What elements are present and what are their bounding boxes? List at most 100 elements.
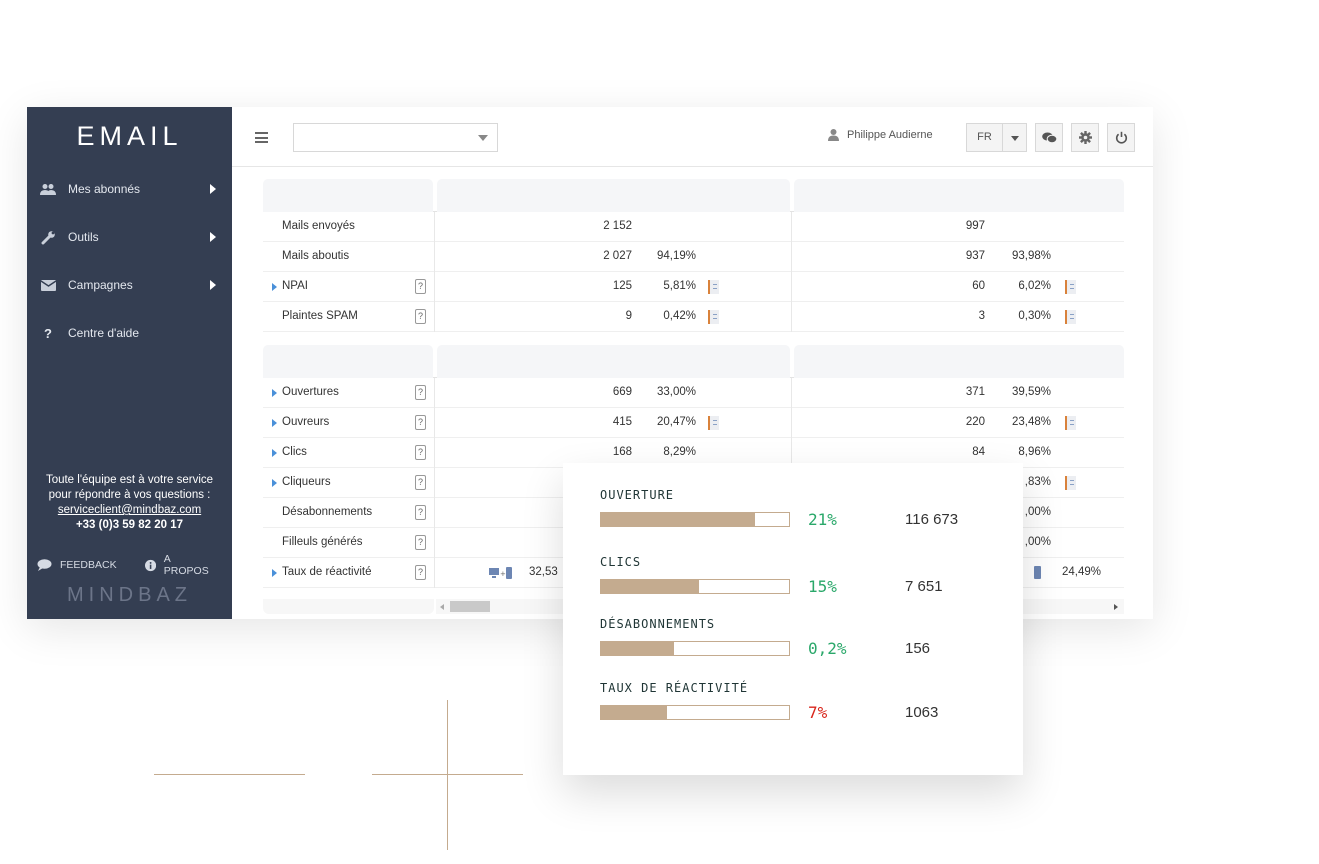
help-icon[interactable]: ? <box>415 415 426 430</box>
table-row: Mails aboutis 2 027 94,19% 937 93,98% <box>263 242 1124 272</box>
help-icon[interactable]: ? <box>415 475 426 490</box>
report-icon[interactable] <box>1065 310 1076 324</box>
metric-percent: 21% <box>808 510 837 529</box>
value-cell: 220 23,48% <box>792 408 1124 438</box>
logout-button[interactable] <box>1107 123 1135 152</box>
row-label-cell[interactable]: Clics? <box>263 438 435 468</box>
metric-progress-fill <box>601 580 699 593</box>
scroll-right-icon[interactable] <box>1114 604 1118 610</box>
sidebar-item-label: Mes abonnés <box>68 182 141 196</box>
users-icon <box>40 182 56 196</box>
table-row: Ouvreurs? 415 20,47% 220 23,48% <box>263 408 1124 438</box>
row-label: NPAI <box>282 280 308 292</box>
value-count: 84 <box>972 446 985 458</box>
value-percent: 6,02% <box>1018 280 1051 292</box>
help-icon[interactable]: ? <box>415 309 426 324</box>
value-cell: 168 8,29% <box>435 438 792 468</box>
metric-progress-bar <box>600 512 790 527</box>
help-icon[interactable]: ? <box>415 279 426 294</box>
sidebar-item-outils[interactable]: Outils <box>27 213 232 261</box>
value-cell: 2 152 <box>435 212 792 242</box>
sidebar-item-campagnes[interactable]: Campagnes <box>27 261 232 309</box>
metric-progress-fill <box>601 642 675 655</box>
row-label-cell[interactable]: Ouvreurs? <box>263 408 435 438</box>
expand-arrow-icon[interactable] <box>272 389 277 397</box>
value-percent: 93,98% <box>1011 250 1051 262</box>
value-percent: 33,00% <box>656 386 696 398</box>
row-label-cell[interactable]: Cliqueurs? <box>263 468 435 498</box>
value-cell: 24,49% <box>792 558 1124 588</box>
value-count: 2 152 <box>603 220 632 232</box>
account-select[interactable] <box>293 123 498 152</box>
row-label: Plaintes SPAM <box>282 310 358 322</box>
help-icon[interactable]: ? <box>415 565 426 580</box>
value-percent: 39,59% <box>1011 386 1051 398</box>
sidebar-item-label: Outils <box>68 230 99 244</box>
value-percent: 94,19% <box>656 250 696 262</box>
row-label-cell: Mails envoyés <box>263 212 435 242</box>
metric-label: TAUX DE RÉACTIVITÉ <box>600 681 749 695</box>
chevron-right-icon <box>210 280 216 290</box>
help-icon[interactable]: ? <box>415 505 426 520</box>
row-label: Filleuls générés <box>282 536 363 548</box>
row-label: Mails envoyés <box>282 220 355 232</box>
power-icon <box>1115 131 1127 144</box>
report-icon[interactable] <box>1065 280 1076 294</box>
sidebar-footer-links: FEEDBACK A PROPOS <box>37 553 227 577</box>
table-row: NPAI? 125 5,81% 60 6,02% <box>263 272 1124 302</box>
chat-bubble-icon <box>37 559 52 571</box>
metric-value: 7 651 <box>905 578 943 595</box>
messages-button[interactable] <box>1035 123 1063 152</box>
help-icon[interactable]: ? <box>415 385 426 400</box>
scroll-left-icon[interactable] <box>440 604 444 610</box>
expand-arrow-icon[interactable] <box>272 283 277 291</box>
metric-label: DÉSABONNEMENTS <box>600 617 716 631</box>
expand-arrow-icon[interactable] <box>272 419 277 427</box>
about-link[interactable]: A PROPOS <box>144 553 211 577</box>
table-row: Mails envoyés 2 152 997 <box>263 212 1124 242</box>
row-label-cell: Filleuls générés? <box>263 528 435 558</box>
feedback-link[interactable]: FEEDBACK <box>37 559 117 571</box>
sidebar-item-centre-aide[interactable]: ? Centre d'aide <box>27 309 232 357</box>
sidebar-item-mes-abonnes[interactable]: Mes abonnés <box>27 165 232 213</box>
value-count: 2 027 <box>603 250 632 262</box>
metric-label: OUVERTURE <box>600 488 675 502</box>
chat-icon <box>1041 132 1057 143</box>
report-icon[interactable] <box>708 280 719 294</box>
row-label-cell[interactable]: NPAI? <box>263 272 435 302</box>
expand-arrow-icon[interactable] <box>272 479 277 487</box>
value-count: 3 <box>978 310 985 322</box>
value-percent: 20,47% <box>656 416 696 428</box>
user-menu[interactable]: Philippe Audierne <box>828 129 933 141</box>
hamburger-icon[interactable] <box>255 132 268 143</box>
report-icon[interactable] <box>708 416 719 430</box>
report-icon[interactable] <box>1065 476 1076 490</box>
row-label-cell[interactable]: Ouvertures? <box>263 378 435 408</box>
settings-button[interactable] <box>1071 123 1099 152</box>
svg-text:+: + <box>500 570 506 578</box>
support-email-link[interactable]: serviceclient@mindbaz.com <box>57 504 202 516</box>
app-logo[interactable]: EMAIL <box>76 120 183 151</box>
metric-percent: 15% <box>808 577 837 596</box>
value-cell: 371 39,59% <box>792 378 1124 408</box>
expand-arrow-icon[interactable] <box>272 449 277 457</box>
value-count: 937 <box>965 250 985 262</box>
report-icon[interactable] <box>1065 416 1076 430</box>
row-label-cell[interactable]: Taux de réactivité? <box>263 558 435 588</box>
row-label-cell: Désabonnements? <box>263 498 435 528</box>
value-percent: 5,81% <box>663 280 696 292</box>
value-percent: 23,48% <box>1011 416 1051 428</box>
language-select[interactable]: FR <box>966 123 1027 152</box>
row-label: Clics <box>282 446 307 458</box>
help-icon[interactable]: ? <box>415 445 426 460</box>
row-label-cell: Mails aboutis <box>263 242 435 272</box>
chevron-down-icon[interactable] <box>1003 124 1026 151</box>
report-icon[interactable] <box>708 310 719 324</box>
decorative-line <box>447 700 448 850</box>
metric-progress-bar <box>600 641 790 656</box>
scrollbar-thumb[interactable] <box>450 601 490 612</box>
row-label: Taux de réactivité <box>282 566 372 578</box>
expand-arrow-icon[interactable] <box>272 569 277 577</box>
language-code: FR <box>967 124 1003 151</box>
help-icon[interactable]: ? <box>415 535 426 550</box>
